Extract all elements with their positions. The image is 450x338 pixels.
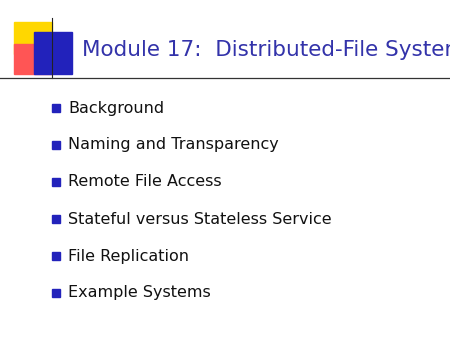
Bar bbox=[52, 289, 60, 297]
Text: File Replication: File Replication bbox=[68, 248, 189, 264]
Bar bbox=[52, 252, 60, 260]
Bar bbox=[52, 104, 60, 112]
Text: Naming and Transparency: Naming and Transparency bbox=[68, 138, 279, 152]
Bar bbox=[52, 141, 60, 149]
Bar bbox=[52, 215, 60, 223]
Bar bbox=[14, 22, 52, 54]
Bar bbox=[34, 32, 72, 74]
Bar bbox=[52, 178, 60, 186]
Text: Example Systems: Example Systems bbox=[68, 286, 211, 300]
Text: Stateful versus Stateless Service: Stateful versus Stateless Service bbox=[68, 212, 332, 226]
Text: Module 17:  Distributed-File Systems: Module 17: Distributed-File Systems bbox=[82, 40, 450, 60]
Text: Remote File Access: Remote File Access bbox=[68, 174, 221, 190]
Bar bbox=[14, 44, 52, 74]
Text: Background: Background bbox=[68, 100, 164, 116]
